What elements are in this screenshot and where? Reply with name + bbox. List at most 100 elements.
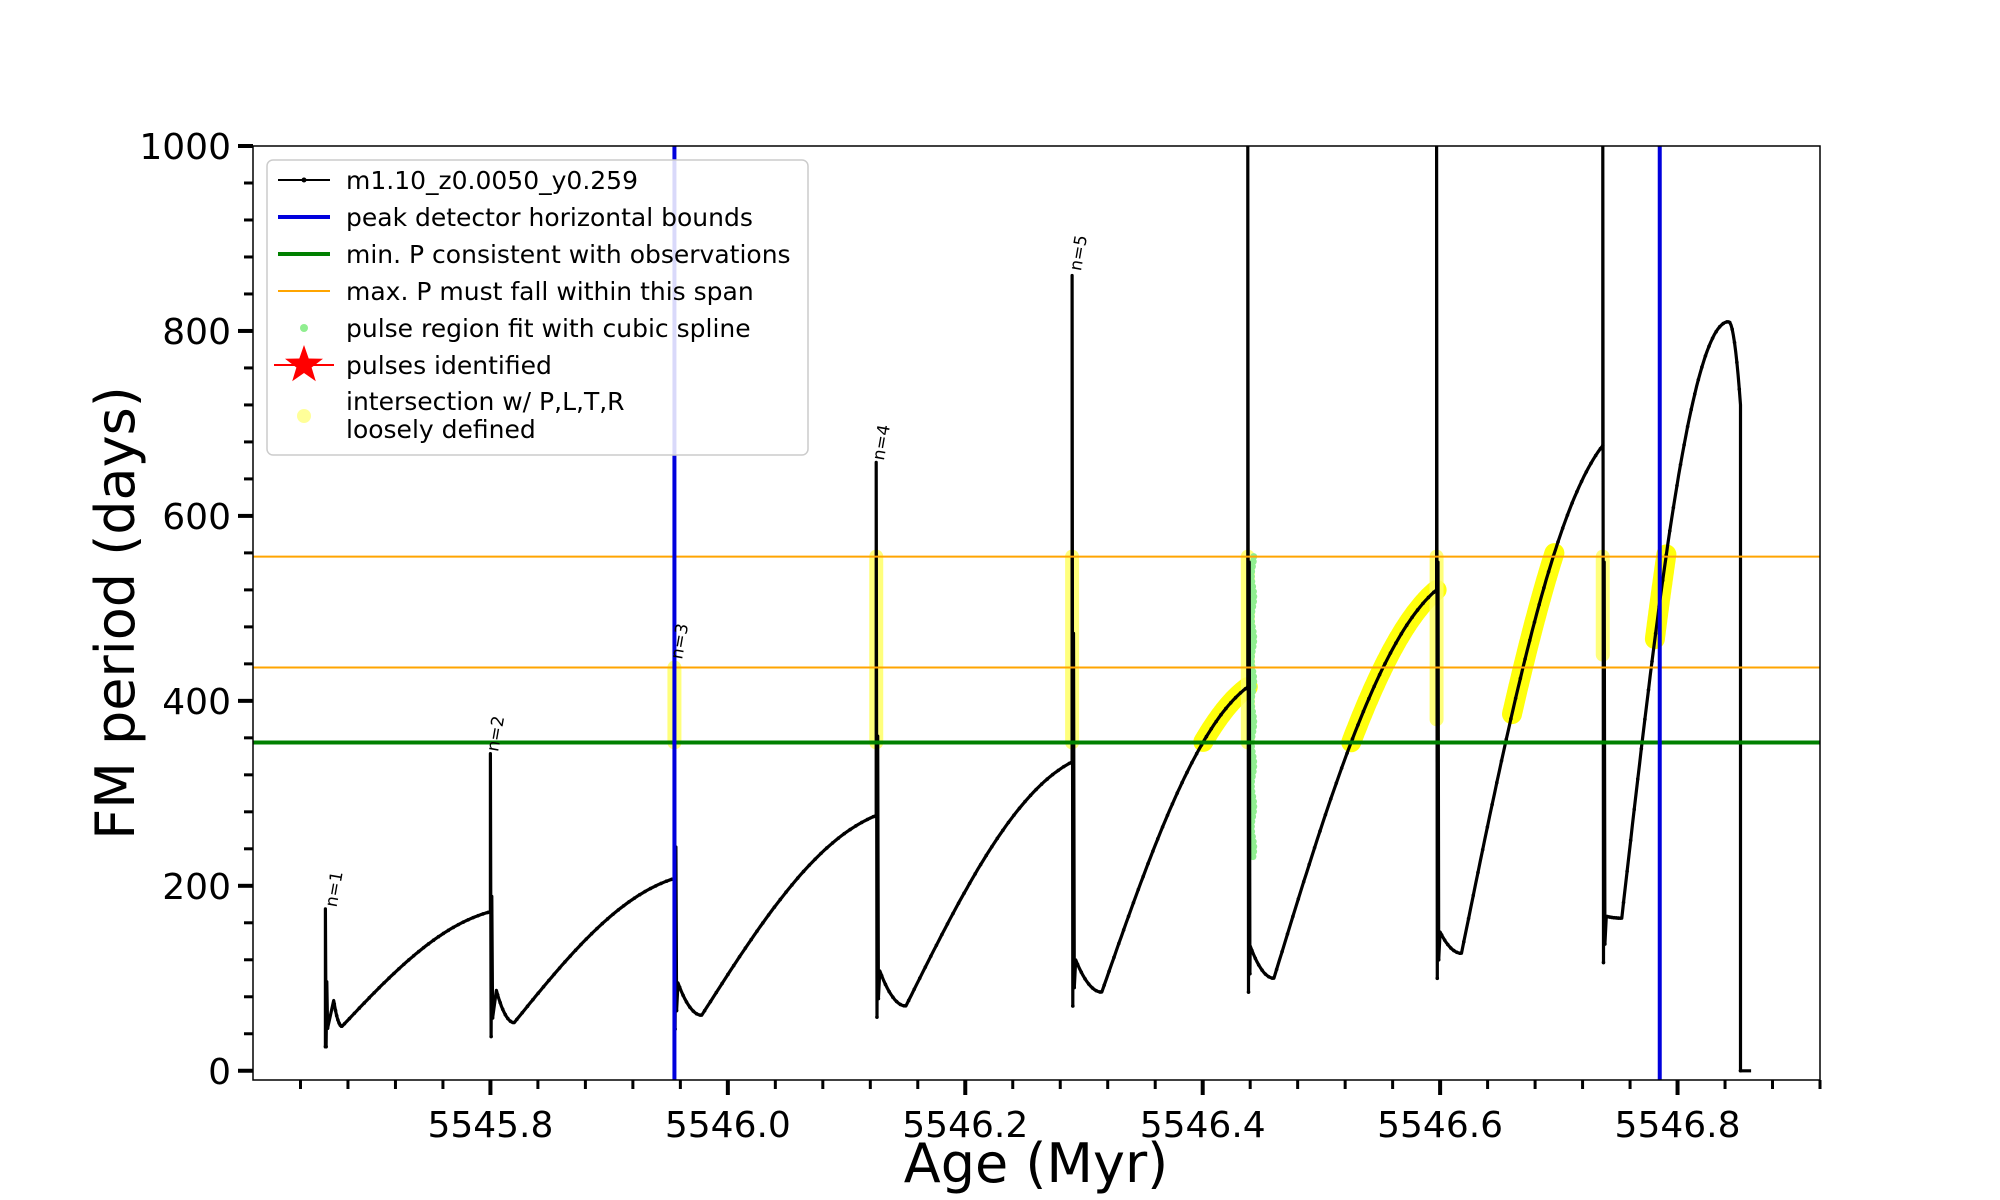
spline-point — [1250, 593, 1258, 601]
legend-label: max. P must fall within this span — [346, 277, 754, 306]
track-point — [688, 1005, 692, 1009]
track-point — [1601, 960, 1606, 965]
track-point — [1643, 717, 1647, 721]
track-point — [1350, 736, 1355, 741]
track-point — [1625, 869, 1629, 874]
track-point — [627, 900, 631, 904]
track-point — [547, 978, 551, 983]
track-point — [1696, 378, 1701, 382]
track-point — [1039, 782, 1044, 786]
track-point — [1556, 540, 1560, 544]
track-point — [929, 954, 933, 958]
track-point — [1598, 446, 1603, 451]
track-point — [1410, 615, 1414, 620]
legend-swatch-dot — [301, 177, 307, 183]
track-point — [1499, 759, 1504, 763]
track-point — [1155, 837, 1160, 841]
track-point — [1632, 807, 1637, 812]
track-point — [995, 836, 1000, 841]
track-point — [1635, 777, 1640, 781]
track-point — [790, 883, 794, 887]
track-point — [456, 922, 461, 927]
track-point — [1274, 967, 1279, 972]
track-point — [1730, 327, 1734, 331]
plot-frame — [252, 145, 1821, 1081]
track-point — [1246, 990, 1251, 994]
track-point — [1542, 586, 1546, 590]
track-point — [1141, 874, 1145, 879]
track-point — [1256, 963, 1261, 967]
track-point — [1067, 761, 1072, 766]
track-point — [848, 827, 852, 832]
track-point — [600, 921, 605, 926]
spline-point — [1249, 798, 1257, 806]
track-point — [1170, 802, 1175, 806]
legend-item: pulse region fit with cubic spline — [300, 314, 751, 343]
track-point — [637, 892, 642, 897]
track-point — [1700, 365, 1704, 369]
track-point — [945, 922, 950, 926]
track-point — [1527, 638, 1532, 643]
track-point — [902, 1004, 906, 1008]
x-tick-label: 5545.8 — [427, 1105, 553, 1146]
track-point — [557, 966, 562, 970]
legend-item: max. P must fall within this span — [278, 277, 754, 306]
track-point — [659, 881, 663, 886]
track-point — [737, 954, 742, 959]
track-point — [1112, 955, 1116, 960]
track-point — [1692, 392, 1697, 396]
track-point — [498, 1000, 502, 1005]
legend-label: min. P consistent with observations — [346, 240, 791, 269]
track-point — [1017, 806, 1022, 810]
track-point — [694, 1011, 699, 1016]
track-point — [1725, 320, 1729, 324]
legend-label: m1.10_z0.0050_y0.259 — [346, 166, 638, 195]
track-point — [1546, 569, 1551, 574]
track-point — [1224, 706, 1228, 711]
track-point — [698, 1013, 702, 1017]
track-point — [1209, 726, 1214, 731]
track-point — [1621, 900, 1626, 905]
track-point — [1165, 813, 1170, 818]
track-point — [1439, 933, 1444, 937]
track-point — [891, 995, 895, 1000]
y-axis-label: FM period (days) — [84, 386, 147, 840]
track-point — [801, 869, 806, 874]
track-point — [1107, 969, 1111, 974]
track-point — [1307, 862, 1311, 867]
track-point — [382, 981, 386, 985]
spline-point — [1250, 633, 1258, 641]
track-point — [584, 937, 589, 941]
track-point — [871, 814, 876, 819]
track-point — [1094, 988, 1098, 993]
track-point — [1012, 813, 1016, 817]
track-point — [1372, 684, 1377, 689]
track-point — [1513, 696, 1518, 701]
track-point — [1388, 651, 1393, 655]
track-point — [1248, 971, 1252, 976]
track-point — [795, 876, 800, 880]
track-point — [1675, 483, 1679, 488]
track-point — [1600, 443, 1605, 448]
track-point — [605, 917, 610, 921]
track-point — [431, 938, 436, 942]
track-point — [1575, 489, 1579, 494]
y-tick-label: 200 — [162, 867, 231, 908]
track-point — [490, 1016, 495, 1020]
track-point — [397, 966, 401, 971]
track-point — [1345, 751, 1349, 755]
track-point — [1090, 986, 1095, 990]
track-point — [1296, 897, 1301, 901]
legend-swatch — [285, 345, 323, 382]
track-point — [589, 931, 594, 936]
track-point — [1246, 685, 1250, 689]
track-point — [1285, 932, 1290, 936]
track-point — [1312, 845, 1317, 850]
track-point — [1180, 780, 1184, 785]
track-point — [830, 841, 835, 845]
track-point — [1083, 976, 1087, 981]
track-point — [923, 965, 928, 969]
track-point — [967, 881, 972, 886]
